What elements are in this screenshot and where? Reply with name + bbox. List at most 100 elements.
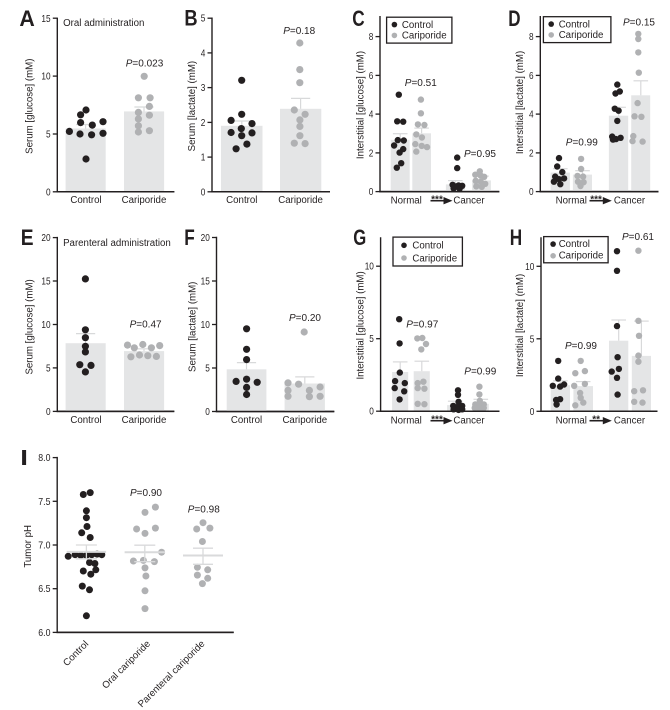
svg-text:P=0.20: P=0.20 xyxy=(289,313,321,324)
svg-text:P=0.61: P=0.61 xyxy=(622,232,654,243)
svg-text:1: 1 xyxy=(201,153,206,164)
svg-text:2: 2 xyxy=(369,148,374,159)
svg-text:Control: Control xyxy=(412,241,443,252)
svg-text:P=0.51: P=0.51 xyxy=(405,78,437,89)
svg-text:20: 20 xyxy=(41,233,51,244)
svg-text:P=0.98: P=0.98 xyxy=(188,504,220,515)
svg-text:Cariporide: Cariporide xyxy=(559,30,604,41)
svg-text:Normal: Normal xyxy=(556,415,587,426)
svg-text:4: 4 xyxy=(529,110,534,121)
svg-text:8.0: 8.0 xyxy=(38,453,51,464)
svg-text:Control: Control xyxy=(226,195,257,206)
svg-text:5: 5 xyxy=(46,363,51,374)
svg-text:P=0.97: P=0.97 xyxy=(406,319,438,330)
svg-text:6: 6 xyxy=(369,71,374,82)
svg-text:6.5: 6.5 xyxy=(38,584,51,595)
svg-text:Normal: Normal xyxy=(391,415,422,426)
svg-text:Cancer: Cancer xyxy=(453,415,485,426)
svg-text:7.0: 7.0 xyxy=(38,541,51,552)
svg-text:P=0.99: P=0.99 xyxy=(464,367,496,378)
svg-text:15: 15 xyxy=(41,277,51,288)
svg-text:0: 0 xyxy=(46,407,51,418)
svg-text:6: 6 xyxy=(529,71,534,82)
svg-text:Control: Control xyxy=(70,195,101,206)
svg-text:P=0.90: P=0.90 xyxy=(130,488,162,499)
svg-text:0: 0 xyxy=(369,407,374,418)
svg-text:5: 5 xyxy=(46,130,51,141)
svg-text:8: 8 xyxy=(529,32,534,43)
svg-text:P=0.18: P=0.18 xyxy=(283,26,315,37)
svg-text:Cariporide: Cariporide xyxy=(278,195,323,206)
svg-text:**: ** xyxy=(592,415,600,426)
svg-text:Cancer: Cancer xyxy=(453,195,485,206)
svg-text:2: 2 xyxy=(529,148,534,159)
svg-text:0: 0 xyxy=(201,187,206,198)
svg-text:Serum [lactate] (mM): Serum [lactate] (mM) xyxy=(187,61,198,151)
svg-text:0: 0 xyxy=(46,187,51,198)
svg-text:Interstitial [glucose] (mM): Interstitial [glucose] (mM) xyxy=(355,271,366,379)
svg-text:15: 15 xyxy=(41,14,51,25)
svg-text:F: F xyxy=(184,225,195,250)
svg-text:G: G xyxy=(353,225,366,250)
svg-text:8: 8 xyxy=(369,32,374,43)
svg-text:4: 4 xyxy=(201,48,206,59)
svg-text:Interstitial [lactate] (mM): Interstitial [lactate] (mM) xyxy=(515,274,526,377)
svg-text:3: 3 xyxy=(201,83,206,94)
svg-text:P=0.95: P=0.95 xyxy=(464,149,496,160)
svg-text:10: 10 xyxy=(201,320,211,331)
svg-text:Interstitial [lactate] (mM): Interstitial [lactate] (mM) xyxy=(515,51,526,154)
svg-text:7.5: 7.5 xyxy=(38,497,51,508)
svg-text:Cancer: Cancer xyxy=(614,415,646,426)
svg-text:Control: Control xyxy=(559,239,590,250)
svg-text:10: 10 xyxy=(41,72,51,83)
svg-text:H: H xyxy=(510,225,522,250)
svg-text:P=0.99: P=0.99 xyxy=(565,341,597,352)
svg-text:Serum [lactate] (mM): Serum [lactate] (mM) xyxy=(187,282,198,372)
svg-text:Control: Control xyxy=(402,20,433,31)
svg-text:D: D xyxy=(508,6,520,31)
svg-text:Cariporide: Cariporide xyxy=(122,195,167,206)
svg-text:Oral administration: Oral administration xyxy=(63,18,144,29)
svg-text:Tumor pH: Tumor pH xyxy=(23,525,34,568)
svg-text:5: 5 xyxy=(530,334,535,345)
svg-text:5: 5 xyxy=(201,14,206,25)
svg-text:P=0.47: P=0.47 xyxy=(130,320,162,331)
svg-text:Cancer: Cancer xyxy=(614,195,646,206)
svg-text:5: 5 xyxy=(205,364,210,375)
svg-text:***: *** xyxy=(431,415,443,426)
svg-text:6.0: 6.0 xyxy=(38,628,51,639)
svg-text:Serum [glucose] (mM): Serum [glucose] (mM) xyxy=(25,59,36,154)
svg-text:10: 10 xyxy=(525,262,535,273)
svg-text:10: 10 xyxy=(41,320,51,331)
svg-text:B: B xyxy=(184,6,197,31)
svg-text:10: 10 xyxy=(365,262,375,273)
svg-text:Control: Control xyxy=(559,19,590,30)
svg-text:Normal: Normal xyxy=(391,195,422,206)
svg-text:0: 0 xyxy=(369,187,374,198)
svg-text:5: 5 xyxy=(369,334,374,345)
svg-text:Cariporide: Cariporide xyxy=(402,30,447,41)
svg-text:Interstitial [glucose] (mM): Interstitial [glucose] (mM) xyxy=(355,51,366,159)
svg-text:Control: Control xyxy=(70,415,101,426)
svg-text:***: *** xyxy=(590,195,602,206)
svg-text:P=0.15: P=0.15 xyxy=(623,18,655,29)
svg-text:***: *** xyxy=(431,195,443,206)
svg-text:0: 0 xyxy=(530,407,535,418)
svg-text:0: 0 xyxy=(205,407,210,418)
svg-text:15: 15 xyxy=(201,277,211,288)
svg-text:Cariporide: Cariporide xyxy=(282,415,327,426)
svg-text:P=0.023: P=0.023 xyxy=(126,59,164,70)
svg-text:Control: Control xyxy=(231,415,262,426)
svg-text:20: 20 xyxy=(201,233,211,244)
svg-text:2: 2 xyxy=(201,118,206,129)
svg-text:Parenteral administration: Parenteral administration xyxy=(63,238,171,249)
svg-text:4: 4 xyxy=(369,110,374,121)
svg-text:0: 0 xyxy=(529,187,534,198)
svg-text:Cariporide: Cariporide xyxy=(412,253,457,264)
svg-text:Normal: Normal xyxy=(556,195,587,206)
svg-text:P=0.99: P=0.99 xyxy=(566,137,598,148)
svg-text:A: A xyxy=(19,6,34,31)
svg-text:Serum [glucose] (mM): Serum [glucose] (mM) xyxy=(25,279,36,374)
svg-text:Cariporide: Cariporide xyxy=(559,251,604,262)
svg-text:Cariporide: Cariporide xyxy=(122,415,167,426)
